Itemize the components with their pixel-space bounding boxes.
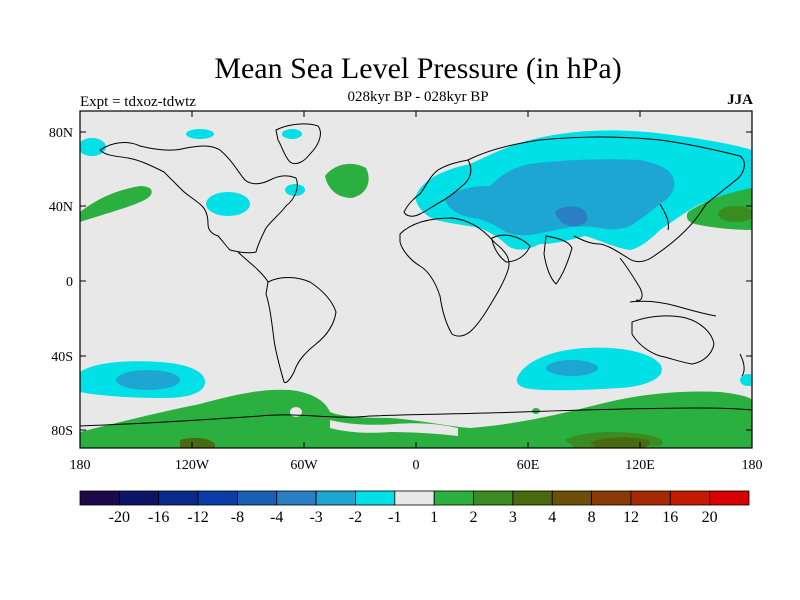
colorbar-swatch — [551, 490, 592, 506]
experiment-label: Expt = tdxoz-tdwtz — [80, 94, 196, 110]
colorbar-swatch — [237, 490, 278, 506]
lat-label: 40S — [51, 350, 73, 365]
colorbar-label: -3 — [309, 509, 322, 526]
colorbar-label: -20 — [109, 509, 130, 526]
africa-coastline — [399, 217, 510, 337]
europe-coastline — [403, 159, 472, 217]
colorbar-labels: -20 -16 -12 -8 -4 -3 -2 -1 1 2 3 4 8 12 16 20 — [109, 509, 718, 526]
longitude-labels: 180 120W 60W 0 60E 120E 180 — [70, 458, 763, 473]
colorbar-swatch — [591, 490, 632, 506]
central-america-coastline — [237, 251, 269, 283]
north-atlantic-positive-anomaly — [325, 163, 369, 198]
lon-label: 120E — [625, 458, 655, 473]
longitude-axis — [79, 111, 753, 448]
labrador-negative-spot — [285, 184, 305, 196]
south-pacific-negative-core — [116, 370, 180, 390]
greenland-negative-spot — [282, 129, 302, 139]
colorbar-swatch — [473, 490, 514, 506]
colorbar-label: -2 — [349, 509, 362, 526]
colorbar-label: 4 — [548, 509, 556, 526]
season-label: JJA — [727, 92, 753, 108]
japan-coastline — [659, 203, 669, 231]
antarctica-coastline — [80, 407, 752, 427]
indonesia-coastline — [629, 300, 717, 317]
colorbar-swatch — [158, 490, 199, 506]
colorbar-label: -8 — [231, 509, 244, 526]
colorbar-label: 12 — [623, 509, 639, 526]
lon-label: 120W — [175, 458, 210, 473]
colorbar-label: 16 — [662, 509, 678, 526]
antarctic-positive-core-2 — [590, 437, 650, 448]
latitude-axis — [80, 131, 752, 431]
colorbar-label: 2 — [470, 509, 478, 526]
arabia-coastline — [491, 234, 531, 263]
north-america-coastline — [99, 142, 298, 254]
australia-coastline — [631, 315, 715, 365]
colorbar-swatch — [118, 490, 160, 506]
lat-label: 40N — [49, 200, 73, 215]
lat-label: 80S — [51, 424, 73, 439]
colorbar-swatch — [433, 490, 474, 506]
coastlines — [80, 123, 752, 427]
antarctic-positive-core-3 — [180, 437, 215, 448]
colorbar — [79, 490, 750, 506]
east-australia-negative-spot — [740, 374, 752, 386]
colorbar-swatch — [197, 490, 238, 506]
lat-label: 0 — [66, 275, 73, 290]
colorbar-swatch — [276, 490, 317, 506]
colorbar-swatch — [355, 490, 396, 506]
alaska-negative-spot — [80, 138, 106, 156]
lon-label: 180 — [70, 458, 91, 473]
colorbar-swatch — [709, 490, 750, 506]
north-pacific-positive-anomaly — [80, 186, 152, 222]
colorbar-label: 3 — [509, 509, 517, 526]
colorbar-label: 1 — [430, 509, 438, 526]
southeast-asia-coastline — [619, 257, 643, 301]
asia-coastline — [467, 136, 745, 263]
lon-label: 60W — [290, 458, 318, 473]
latitude-labels: 80N 40N 0 40S 80S — [49, 126, 73, 439]
map-title: Mean Sea Level Pressure (in hPa) — [214, 52, 622, 85]
india-coastline — [543, 235, 573, 285]
arctic-negative-spot — [186, 129, 214, 139]
southern-ocean-positive-belt — [80, 389, 752, 448]
colorbar-label: -16 — [148, 509, 169, 526]
north-atlantic-negative-spot — [206, 192, 250, 216]
colorbar-label: 20 — [702, 509, 718, 526]
lon-label: 0 — [413, 458, 420, 473]
lon-label: 180 — [742, 458, 763, 473]
south-america-coastline — [265, 277, 337, 383]
lon-label: 60E — [517, 458, 540, 473]
greenland-coastline — [275, 123, 321, 165]
colorbar-label: -12 — [187, 509, 208, 526]
colorbar-swatch — [394, 490, 435, 506]
colorbar-label: -1 — [388, 509, 401, 526]
map-subtitle: 028kyr BP - 028kyr BP — [347, 89, 489, 105]
colorbar-label: 8 — [588, 509, 596, 526]
northwest-pacific-positive-core — [718, 206, 752, 222]
eurasia-negative-deep — [555, 206, 588, 227]
colorbar-swatch — [315, 490, 356, 506]
drake-passage-gap — [290, 407, 302, 417]
colorbar-swatch — [669, 490, 711, 506]
new-zealand-coastline — [739, 353, 745, 377]
colorbar-label: -4 — [270, 509, 283, 526]
eurasia-negative-core — [445, 159, 675, 236]
colorbar-swatch — [512, 490, 553, 506]
lat-label: 80N — [49, 126, 73, 141]
south-indian-negative-core — [546, 360, 598, 376]
colorbar-swatch — [630, 490, 671, 506]
antarctic-land-gap — [330, 420, 458, 436]
colorbar-swatch — [79, 490, 120, 506]
